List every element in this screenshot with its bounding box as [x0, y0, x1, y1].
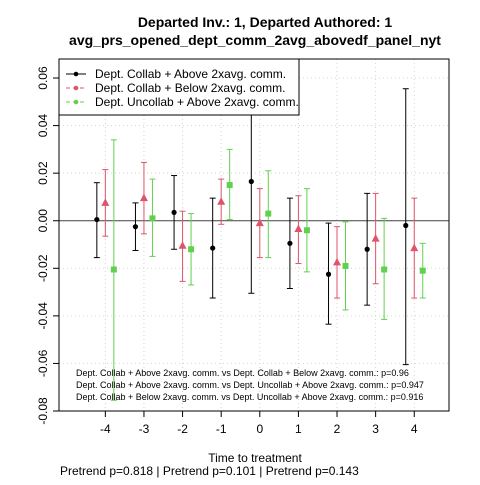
x-tick-label: 1	[295, 422, 302, 436]
data-point	[248, 178, 254, 185]
x-tick-label: -4	[100, 422, 111, 436]
y-tick-label: 0.00	[36, 209, 50, 233]
data-point	[188, 246, 195, 253]
data-point	[325, 271, 332, 277]
y-tick-label: -0.06	[36, 349, 50, 377]
legend-label: Dept. Collab + Above 2xavg. comm.	[95, 67, 286, 81]
data-point	[410, 243, 419, 252]
data-point	[287, 240, 293, 246]
data-point	[333, 257, 342, 266]
data-point	[101, 198, 110, 206]
x-tick-label: 2	[334, 422, 341, 436]
x-tick-label: 3	[372, 422, 379, 436]
legend: Dept. Collab + Above 2xavg. comm.Dept. C…	[58, 58, 300, 116]
x-tick-label: -3	[139, 422, 150, 436]
data-point	[226, 182, 233, 189]
data-point	[381, 266, 388, 273]
data-point	[403, 222, 409, 229]
legend-marker	[73, 85, 79, 91]
y-tick-label: -0.04	[36, 302, 50, 330]
legend-label: Dept. Uncollab + Above 2xavg. comm.	[95, 95, 299, 109]
pvalue-annotation: Dept. Collab + Above 2xavg. comm. vs Dep…	[76, 380, 424, 390]
data-point	[217, 197, 226, 205]
data-point	[149, 215, 156, 222]
data-point	[139, 193, 148, 202]
data-point	[178, 241, 187, 249]
x-tick-label: 4	[411, 422, 418, 436]
legend-marker	[73, 71, 79, 77]
data-point	[265, 210, 272, 217]
y-tick-label: 0.04	[36, 114, 50, 138]
chart-title-line1: Departed Inv.: 1, Departed Authored: 1	[138, 14, 393, 30]
data-point	[419, 267, 426, 274]
x-tick-label: -2	[177, 422, 188, 436]
data-point	[303, 227, 310, 234]
data-point	[371, 234, 380, 242]
x-axis-label: Time to treatment	[208, 451, 302, 465]
data-point	[110, 266, 117, 273]
x-tick-label: 0	[256, 422, 263, 436]
chart-title-line2: avg_prs_opened_dept_comm_2avg_abovedf_pa…	[69, 32, 441, 48]
legend-marker	[73, 99, 79, 105]
plot-area: -0.08 -0.06 -0.04 -0.02 0.00 0.02 0.04 0.06 -4 -3…	[36, 58, 450, 436]
data-point	[132, 224, 139, 230]
pvalue-annotation: Dept. Collab + Above 2xavg. comm. vs Dep…	[76, 368, 409, 378]
y-tick-label: 0.02	[36, 161, 50, 185]
data-point	[364, 246, 370, 252]
legend-box	[58, 58, 300, 116]
data-point	[342, 262, 349, 269]
footer-text: Pretrend p=0.818 | Pretrend p=0.101 | Pr…	[60, 464, 359, 478]
y-tick-label: -0.08	[36, 397, 50, 425]
x-tick-label: -1	[216, 422, 227, 436]
legend-label: Dept. Collab + Below 2xavg. comm.	[95, 81, 285, 95]
data-point	[171, 209, 177, 216]
data-point	[94, 216, 100, 223]
pvalue-annotation: Dept. Collab + Below 2xavg. comm. vs Dep…	[76, 392, 423, 402]
y-tick-label: 0.06	[36, 66, 50, 90]
y-tick-label: -0.02	[36, 254, 50, 282]
data-point	[255, 218, 264, 227]
data-point	[210, 245, 216, 251]
data-point	[294, 224, 303, 233]
